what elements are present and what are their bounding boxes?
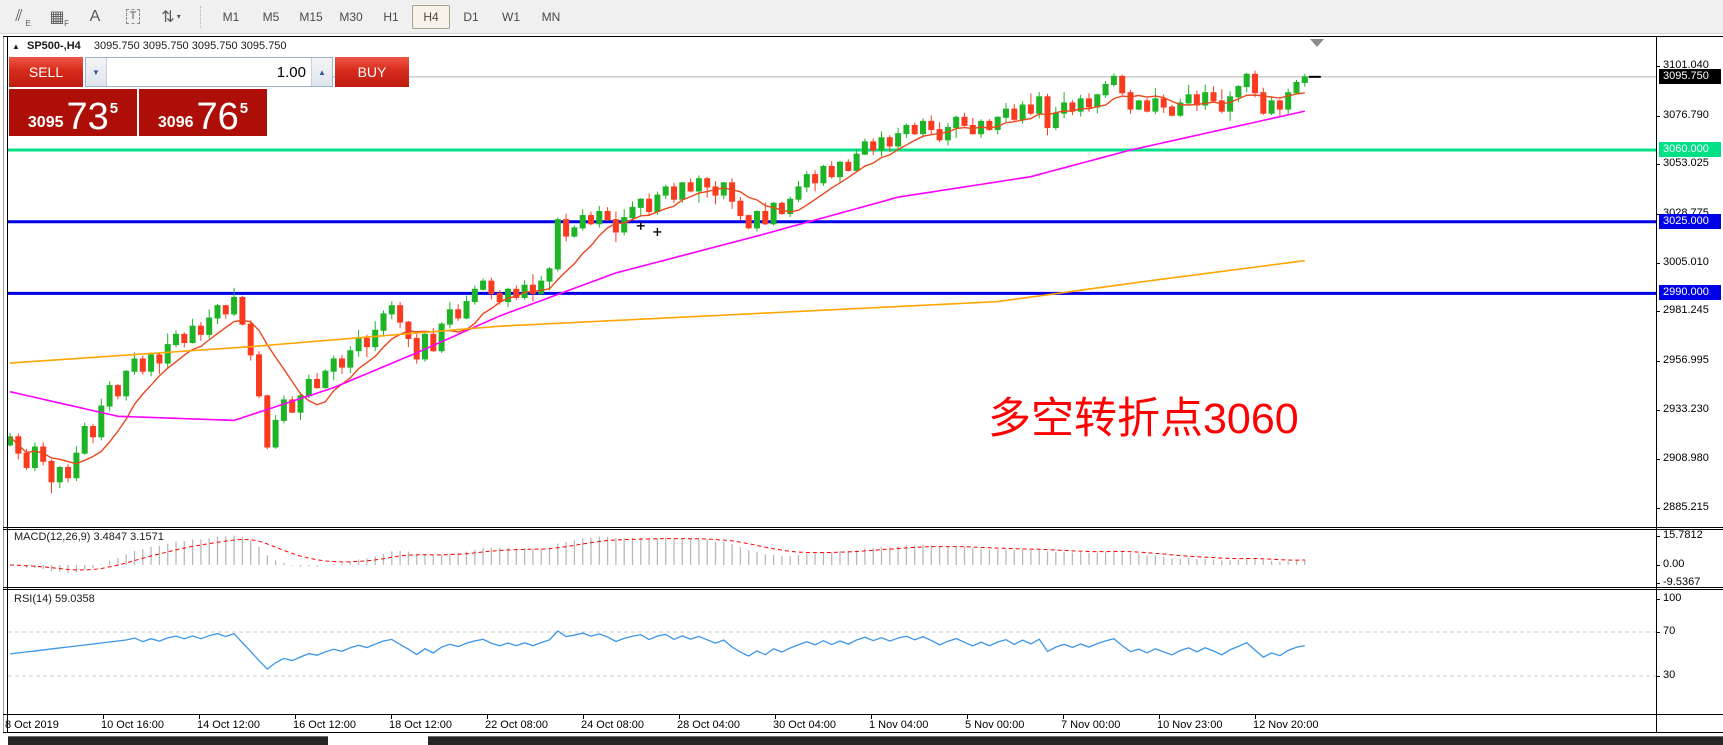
ma-medium-line [9,110,1305,422]
fibo-glyph: ▦ [49,8,65,26]
channel-sub: E [25,18,31,28]
symbol-title: SP500-,H4 [26,40,81,52]
caret-down-icon: ▼ [92,67,100,77]
window-left-edge [3,36,4,733]
macd-signal-line [9,538,1305,571]
toolbar: ⫽ E ▦ F A T ⇅ ▾ M1 M5 M15 M30 H1 H4 D1 W1 MN [0,0,1723,34]
chevron-down-icon: ▾ [176,12,181,21]
channel-glyph: ⫽ [15,7,23,25]
main-macd-divider-b [3,529,1723,530]
sell-price-fraction: 5 [109,100,119,117]
volume-input[interactable] [107,58,311,86]
ohlc-values: 3095.750 3095.750 3095.750 3095.750 [93,40,287,52]
timeframe-H4[interactable]: H4 [412,4,450,29]
text-t-glyph: T [125,9,141,24]
arrows-glyph: ⇅ [161,8,175,26]
rsi-layer [8,630,1656,677]
rsi-label: RSI(14) 59.0358 [14,593,95,605]
main-chart-layer [8,70,1656,494]
timeframe-W1[interactable]: W1 [502,9,520,24]
caret-up-icon: ▲ [318,67,326,77]
timeframe-M15[interactable]: M15 [299,9,323,24]
timeframe-M5[interactable]: M5 [262,9,280,24]
main-macd-divider-a[interactable] [3,527,1723,528]
price-axis-line[interactable] [1656,36,1657,733]
buy-price-display[interactable]: 3096 76 5 [139,89,267,136]
macd-label: MACD(12,26,9) 3.4847 3.1571 [14,531,164,543]
macd-rsi-divider-b [3,589,1723,590]
volume-decrease-button[interactable]: ▼ [86,58,107,86]
macd-rsi-divider-a[interactable] [3,587,1723,588]
one-click-trading-panel: SELL ▼ ▲ BUY 3095 73 5 3096 [8,56,409,137]
buy-button-label: BUY [357,64,387,80]
arrows-tool-icon[interactable]: ⇅ ▾ [153,3,189,31]
buy-button[interactable]: BUY [335,57,409,87]
toolbar-separator [200,5,203,28]
timeframe-D1[interactable]: D1 [463,9,479,24]
chart-annotation-text[interactable]: 多空转折点3060 [988,395,1299,443]
sell-button-label: SELL [28,64,64,80]
plus-marker-0 [636,221,645,230]
chart-shift-marker-icon[interactable] [1310,39,1324,47]
timeframe-group: M1 M5 M15 M30 H1 H4 D1 W1 MN [211,4,571,29]
timeframe-M1[interactable]: M1 [222,9,240,24]
bottom-partial-window-left[interactable] [8,736,328,745]
buy-price-fraction: 5 [239,100,249,117]
collapse-triangle-icon[interactable]: ▲ [12,42,20,51]
sell-price-pips: 73 [66,96,109,138]
chart-top-border [3,36,1723,37]
fibonacci-grid-icon[interactable]: ▦ F [39,3,75,31]
symbol-header: ▲ SP500-,H4 3095.750 3095.750 3095.750 3… [12,40,287,52]
ma-slow-line [9,259,1305,364]
rsi-bottom-border [3,714,1723,715]
timeframe-H1[interactable]: H1 [383,9,399,24]
buy-price-handle: 3096 [157,114,194,131]
time-axis-bottom-border [3,732,1723,733]
text-a-glyph: A [89,7,101,25]
volume-spinner: ▼ ▲ [85,57,333,87]
sell-price-display[interactable]: 3095 73 5 [9,89,137,136]
bottom-partial-window-right[interactable] [428,736,1723,745]
volume-increase-button[interactable]: ▲ [311,58,332,86]
plot-left-border [7,36,8,733]
macd-layer [9,535,1306,574]
text-box-icon[interactable]: T [115,3,151,31]
candles-layer [8,70,1308,494]
sell-price-handle: 3095 [27,114,64,131]
timeframe-M30[interactable]: M30 [339,9,363,24]
sell-button[interactable]: SELL [9,57,83,87]
text-label-icon[interactable]: A [77,3,113,31]
timeframe-MN[interactable]: MN [541,9,561,24]
fibo-sub: F [64,18,69,28]
equidistant-channel-icon[interactable]: ⫽ E [1,3,37,31]
buy-price-pips: 76 [196,96,239,138]
plus-marker-1 [653,227,662,236]
rsi-line [9,630,1305,670]
ma-fast-line [9,92,1305,465]
